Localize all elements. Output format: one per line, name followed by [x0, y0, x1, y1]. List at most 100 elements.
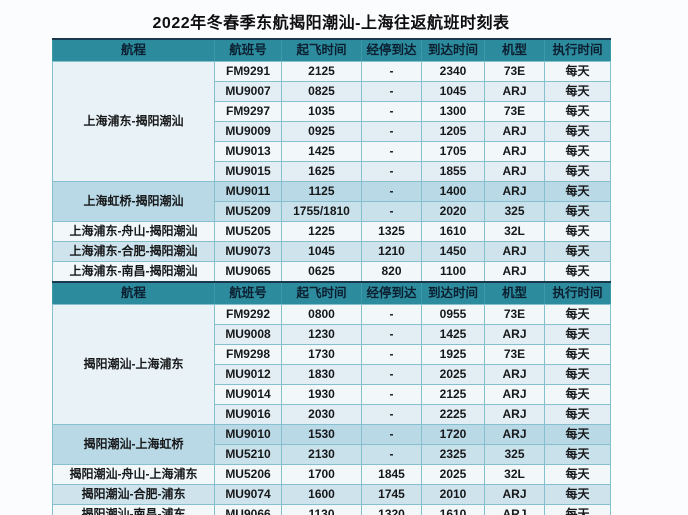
page-title: 2022年冬春季东航揭阳潮汕-上海往返航班时刻表 [152, 15, 510, 32]
aircraft-type-cell: ARJ [484, 404, 545, 425]
flight-number-cell: MU9010 [214, 424, 282, 445]
arrival-time-cell: 1425 [421, 324, 485, 345]
departure-time-cell: 1425 [281, 141, 362, 162]
stopover-arrival-cell: - [361, 444, 422, 465]
aircraft-type-cell: 325 [484, 444, 545, 465]
departure-time-cell: 1830 [281, 364, 362, 385]
departure-time-cell: 2030 [281, 404, 362, 425]
table-row: 上海虹桥-揭阳潮汕 MU9011 1125-1400 ARJ 每天 [52, 181, 611, 222]
frequency-cell: 每天 [544, 101, 611, 122]
stopover-arrival-cell: - [361, 384, 422, 405]
table-row: 揭阳潮汕-南昌-浦东 MU9066 1130 1320 1610 ARJ 每天 [52, 504, 611, 515]
aircraft-type-cell: ARJ [484, 484, 545, 505]
frequency-cell: 每天 [544, 161, 611, 182]
departure-time-cell: 1225 [281, 221, 362, 242]
departure-time-cell: 1530 [281, 424, 362, 445]
frequency-cell: 每天 [544, 81, 611, 102]
arrival-time-cell: 1610 [421, 221, 485, 242]
table-header-row: 航程 航班号 起飞时间 经停到达 到达时间 机型 执行时间 [52, 38, 611, 62]
arrival-time-cell: 1300 [421, 101, 485, 122]
stopover-arrival-cell: - [361, 141, 422, 162]
departure-time-cell: 2130 [281, 444, 362, 465]
table-row: 上海浦东-合肥-揭阳潮汕 MU9073 1045 1210 1450 ARJ 每天 [52, 241, 611, 262]
frequency-cell: 每天 [544, 201, 611, 222]
flight-number-cell: MU9015 [214, 161, 282, 182]
arrival-time-cell: 2010 [421, 484, 485, 505]
stopover-arrival-cell: - [361, 181, 422, 202]
frequency-cell: 每天 [544, 61, 611, 82]
stopover-arrival-cell: - [361, 161, 422, 182]
stopover-arrival-cell: 1210 [361, 241, 422, 262]
column-header: 到达时间 [421, 38, 485, 62]
route-cell: 揭阳潮汕-上海浦东 [52, 304, 215, 425]
aircraft-type-cell: 73E [484, 304, 545, 325]
departure-time-cell: 0825 [281, 81, 362, 102]
aircraft-type-cell: 32L [484, 464, 545, 485]
arrival-time-cell: 1400 [421, 181, 485, 202]
aircraft-type-cell: ARJ [484, 384, 545, 405]
arrival-time-cell: 1610 [421, 504, 485, 515]
flight-number-cell: FM9297 [214, 101, 282, 122]
aircraft-type-cell: ARJ [484, 121, 545, 142]
arrival-time-cell: 1705 [421, 141, 485, 162]
table-row: 上海浦东-南昌-揭阳潮汕 MU9065 0625 820 1100 ARJ 每天 [52, 261, 611, 283]
aircraft-type-cell: ARJ [484, 504, 545, 515]
route-cell: 上海浦东-合肥-揭阳潮汕 [52, 241, 215, 262]
frequency-cell: 每天 [544, 404, 611, 425]
route-cell: 揭阳潮汕-舟山-上海浦东 [52, 464, 215, 485]
flight-number-cell: MU5205 [214, 221, 282, 242]
column-header: 航程 [52, 38, 215, 62]
departure-time-cell: 0800 [281, 304, 362, 325]
aircraft-type-cell: ARJ [484, 141, 545, 162]
stopover-arrival-cell: - [361, 81, 422, 102]
column-header: 航班号 [214, 281, 282, 305]
frequency-cell: 每天 [544, 324, 611, 345]
route-cell: 揭阳潮汕-合肥-浦东 [52, 484, 215, 505]
departure-time-cell: 1730 [281, 344, 362, 365]
flight-number-cell: MU5209 [214, 201, 282, 222]
aircraft-type-cell: ARJ [484, 81, 545, 102]
departure-time-cell: 1230 [281, 324, 362, 345]
flight-number-cell: MU9013 [214, 141, 282, 162]
arrival-time-cell: 1855 [421, 161, 485, 182]
arrival-time-cell: 2325 [421, 444, 485, 465]
column-header: 起飞时间 [281, 281, 362, 305]
aircraft-type-cell: ARJ [484, 261, 545, 283]
aircraft-type-cell: 73E [484, 344, 545, 365]
flight-number-cell: MU9014 [214, 384, 282, 405]
route-cell: 上海浦东-舟山-揭阳潮汕 [52, 221, 215, 242]
arrival-time-cell: 2225 [421, 404, 485, 425]
column-header: 机型 [484, 38, 545, 62]
flight-number-cell: MU9066 [214, 504, 282, 515]
column-header: 到达时间 [421, 281, 485, 305]
route-cell: 揭阳潮汕-上海虹桥 [52, 424, 215, 465]
aircraft-type-cell: ARJ [484, 181, 545, 202]
flight-number-cell: FM9298 [214, 344, 282, 365]
table-header-row: 航程 航班号 起飞时间 经停到达 到达时间 机型 执行时间 [52, 281, 611, 305]
aircraft-type-cell: 32L [484, 221, 545, 242]
flight-number-cell: MU9009 [214, 121, 282, 142]
route-cell: 揭阳潮汕-南昌-浦东 [52, 504, 215, 515]
stopover-arrival-cell: 1325 [361, 221, 422, 242]
route-cell: 上海浦东-南昌-揭阳潮汕 [52, 261, 215, 283]
aircraft-type-cell: 73E [484, 61, 545, 82]
arrival-time-cell: 1450 [421, 241, 485, 262]
stopover-arrival-cell: - [361, 61, 422, 82]
column-header: 执行时间 [544, 38, 611, 62]
frequency-cell: 每天 [544, 241, 611, 262]
stopover-arrival-cell: - [361, 364, 422, 385]
flight-number-cell: MU9074 [214, 484, 282, 505]
stopover-arrival-cell: - [361, 304, 422, 325]
arrival-time-cell: 1925 [421, 344, 485, 365]
table-row: 揭阳潮汕-上海浦东 FM9292 0800-0955 73E 每天 [52, 304, 611, 425]
aircraft-type-cell: ARJ [484, 241, 545, 262]
frequency-cell: 每天 [544, 464, 611, 485]
flight-number-cell: MU9007 [214, 81, 282, 102]
flight-number-cell: MU9011 [214, 181, 282, 202]
table-row: 揭阳潮汕-合肥-浦东 MU9074 1600 1745 2010 ARJ 每天 [52, 484, 611, 505]
table-row: 上海浦东-揭阳潮汕 FM9291 2125-2340 73E 每天 [52, 61, 611, 182]
arrival-time-cell: 2025 [421, 464, 485, 485]
departure-time-cell: 0625 [281, 261, 362, 283]
departure-time-cell: 1035 [281, 101, 362, 122]
arrival-time-cell: 1045 [421, 81, 485, 102]
